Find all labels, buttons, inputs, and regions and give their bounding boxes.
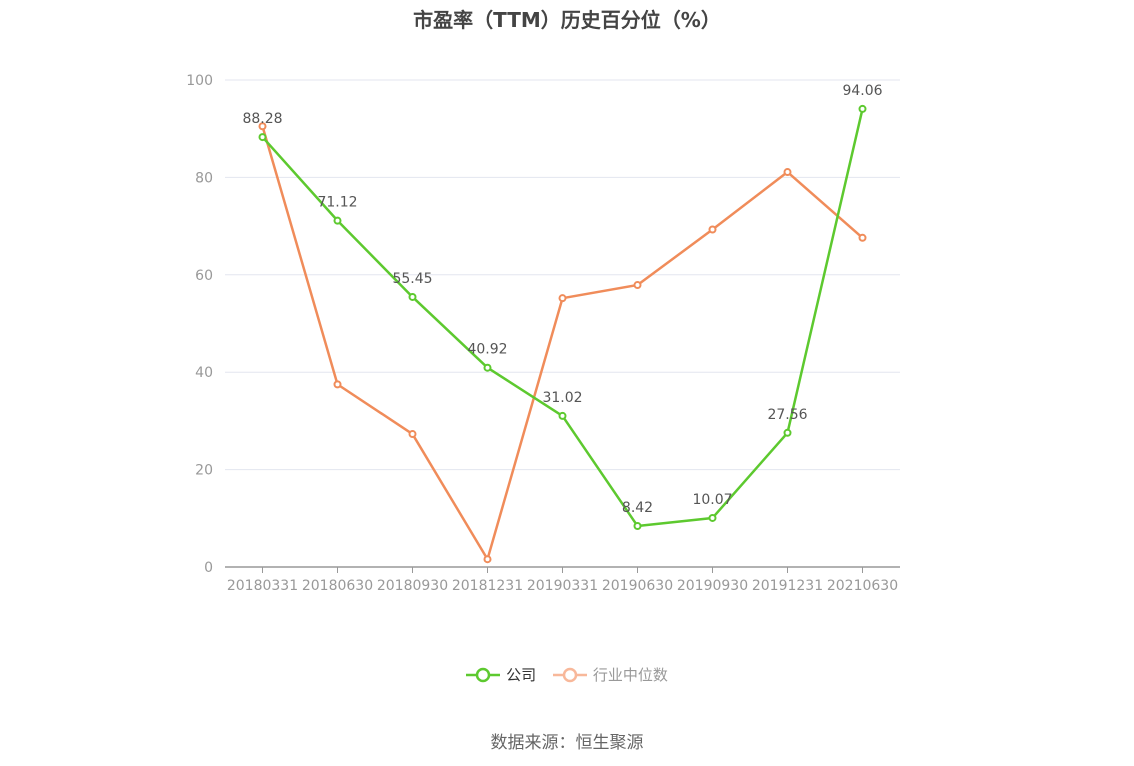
data-point[interactable] (483, 555, 492, 564)
x-tick-label: 20190331 (527, 578, 598, 594)
x-tick-label: 20210630 (827, 578, 898, 594)
data-point[interactable] (333, 380, 342, 389)
data-label: 27.56 (767, 407, 807, 423)
legend-marker-company-icon (466, 667, 501, 682)
data-point[interactable] (558, 411, 567, 420)
data-point[interactable] (783, 168, 792, 177)
data-label: 71.12 (317, 195, 357, 211)
legend-item-company[interactable]: 公司 (466, 664, 536, 685)
data-point[interactable] (483, 363, 492, 372)
data-point[interactable] (858, 233, 867, 242)
legend-label-company: 公司 (506, 666, 537, 684)
data-source: 数据来源：恒生聚源 (490, 733, 644, 753)
y-tick-label: 60 (195, 268, 213, 284)
data-point[interactable] (558, 294, 567, 303)
axes: 0 20 40 60 80 100 20180331 20180630 20180930 2018… (186, 73, 900, 594)
y-tick-label: 40 (195, 365, 213, 381)
data-label: 94.06 (842, 83, 882, 99)
grid-lines (225, 79, 900, 471)
x-tick-label: 20180331 (227, 578, 298, 594)
data-point[interactable] (708, 225, 717, 234)
data-point[interactable] (258, 133, 267, 142)
y-tick-label: 0 (204, 560, 213, 576)
y-tick-label: 80 (195, 170, 213, 186)
series-line (261, 108, 864, 528)
x-tick-label: 20190630 (602, 578, 673, 594)
legend-marker-industry-icon (552, 667, 587, 682)
legend-label-industry: 行业中位数 (592, 666, 668, 684)
chart-title: 市盈率（TTM）历史百分位（%） (413, 8, 721, 32)
series-line (261, 125, 864, 561)
data-label: 55.45 (392, 271, 432, 287)
line-chart: 0 20 40 60 80 100 20180331 20180630 20180930 2018… (186, 73, 900, 594)
data-point[interactable] (408, 292, 417, 301)
x-tick-label: 20181231 (452, 578, 523, 594)
data-point[interactable] (858, 104, 867, 113)
data-point[interactable] (783, 428, 792, 437)
legend: 公司 行业中位数 (0, 664, 1134, 687)
y-tick-label: 20 (195, 463, 213, 479)
data-label: 10.07 (692, 492, 732, 508)
data-label: 8.42 (622, 500, 653, 516)
legend-item-industry[interactable]: 行业中位数 (552, 664, 668, 685)
x-tick-label: 20180630 (302, 578, 373, 594)
y-tick-label: 100 (186, 73, 213, 89)
data-labels: 88.28 71.12 55.45 40.92 31.02 8.42 10.07 27.56 9… (242, 83, 882, 516)
data-label: 40.92 (467, 342, 507, 358)
data-point[interactable] (633, 521, 642, 530)
x-tick-label: 20180930 (377, 578, 448, 594)
data-point[interactable] (258, 122, 267, 131)
x-tick-label: 20191231 (752, 578, 823, 594)
data-point[interactable] (333, 216, 342, 225)
x-tick-label: 20190930 (677, 578, 748, 594)
data-label: 31.02 (542, 390, 582, 406)
series-lines (258, 104, 867, 564)
data-label: 88.28 (242, 111, 282, 127)
data-point[interactable] (633, 281, 642, 290)
data-point[interactable] (708, 513, 717, 522)
data-point[interactable] (408, 430, 417, 439)
